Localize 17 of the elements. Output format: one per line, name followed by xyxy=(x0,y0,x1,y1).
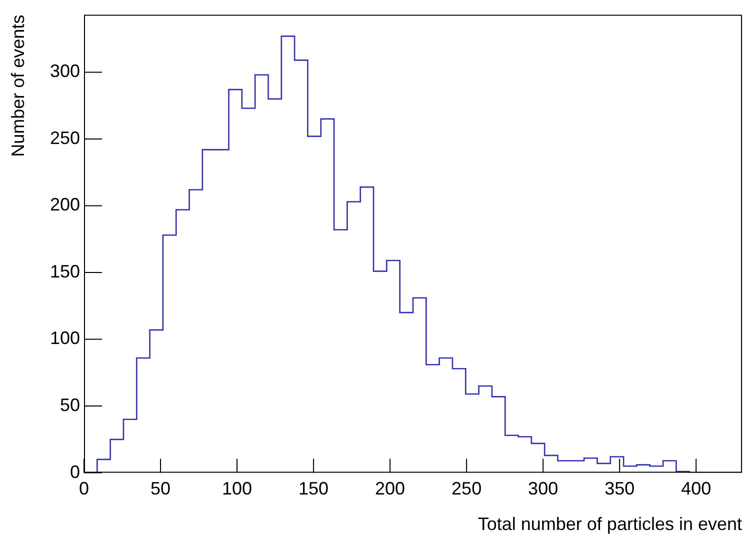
x-tick-label: 50 xyxy=(150,478,171,499)
x-tick-label: 250 xyxy=(452,478,482,499)
y-tick-label: 250 xyxy=(50,128,80,148)
x-tick-label: 400 xyxy=(681,478,712,499)
y-tick-label: 50 xyxy=(60,395,80,416)
y-tick-label: 0 xyxy=(70,462,80,482)
y-tick-label: 300 xyxy=(50,61,80,82)
y-tick-label: 100 xyxy=(50,328,80,348)
y-tick-label: 150 xyxy=(50,261,80,282)
x-tick-label: 200 xyxy=(375,478,406,499)
x-axis-title: Total number of particles in event xyxy=(478,514,742,534)
y-axis-title: Number of events xyxy=(8,14,28,157)
y-tick-label: 200 xyxy=(50,194,80,215)
x-tick-label: 100 xyxy=(222,478,252,499)
x-tick-label: 300 xyxy=(528,478,558,499)
x-tick-label: 350 xyxy=(604,478,635,499)
x-tick-label: 150 xyxy=(298,478,329,499)
